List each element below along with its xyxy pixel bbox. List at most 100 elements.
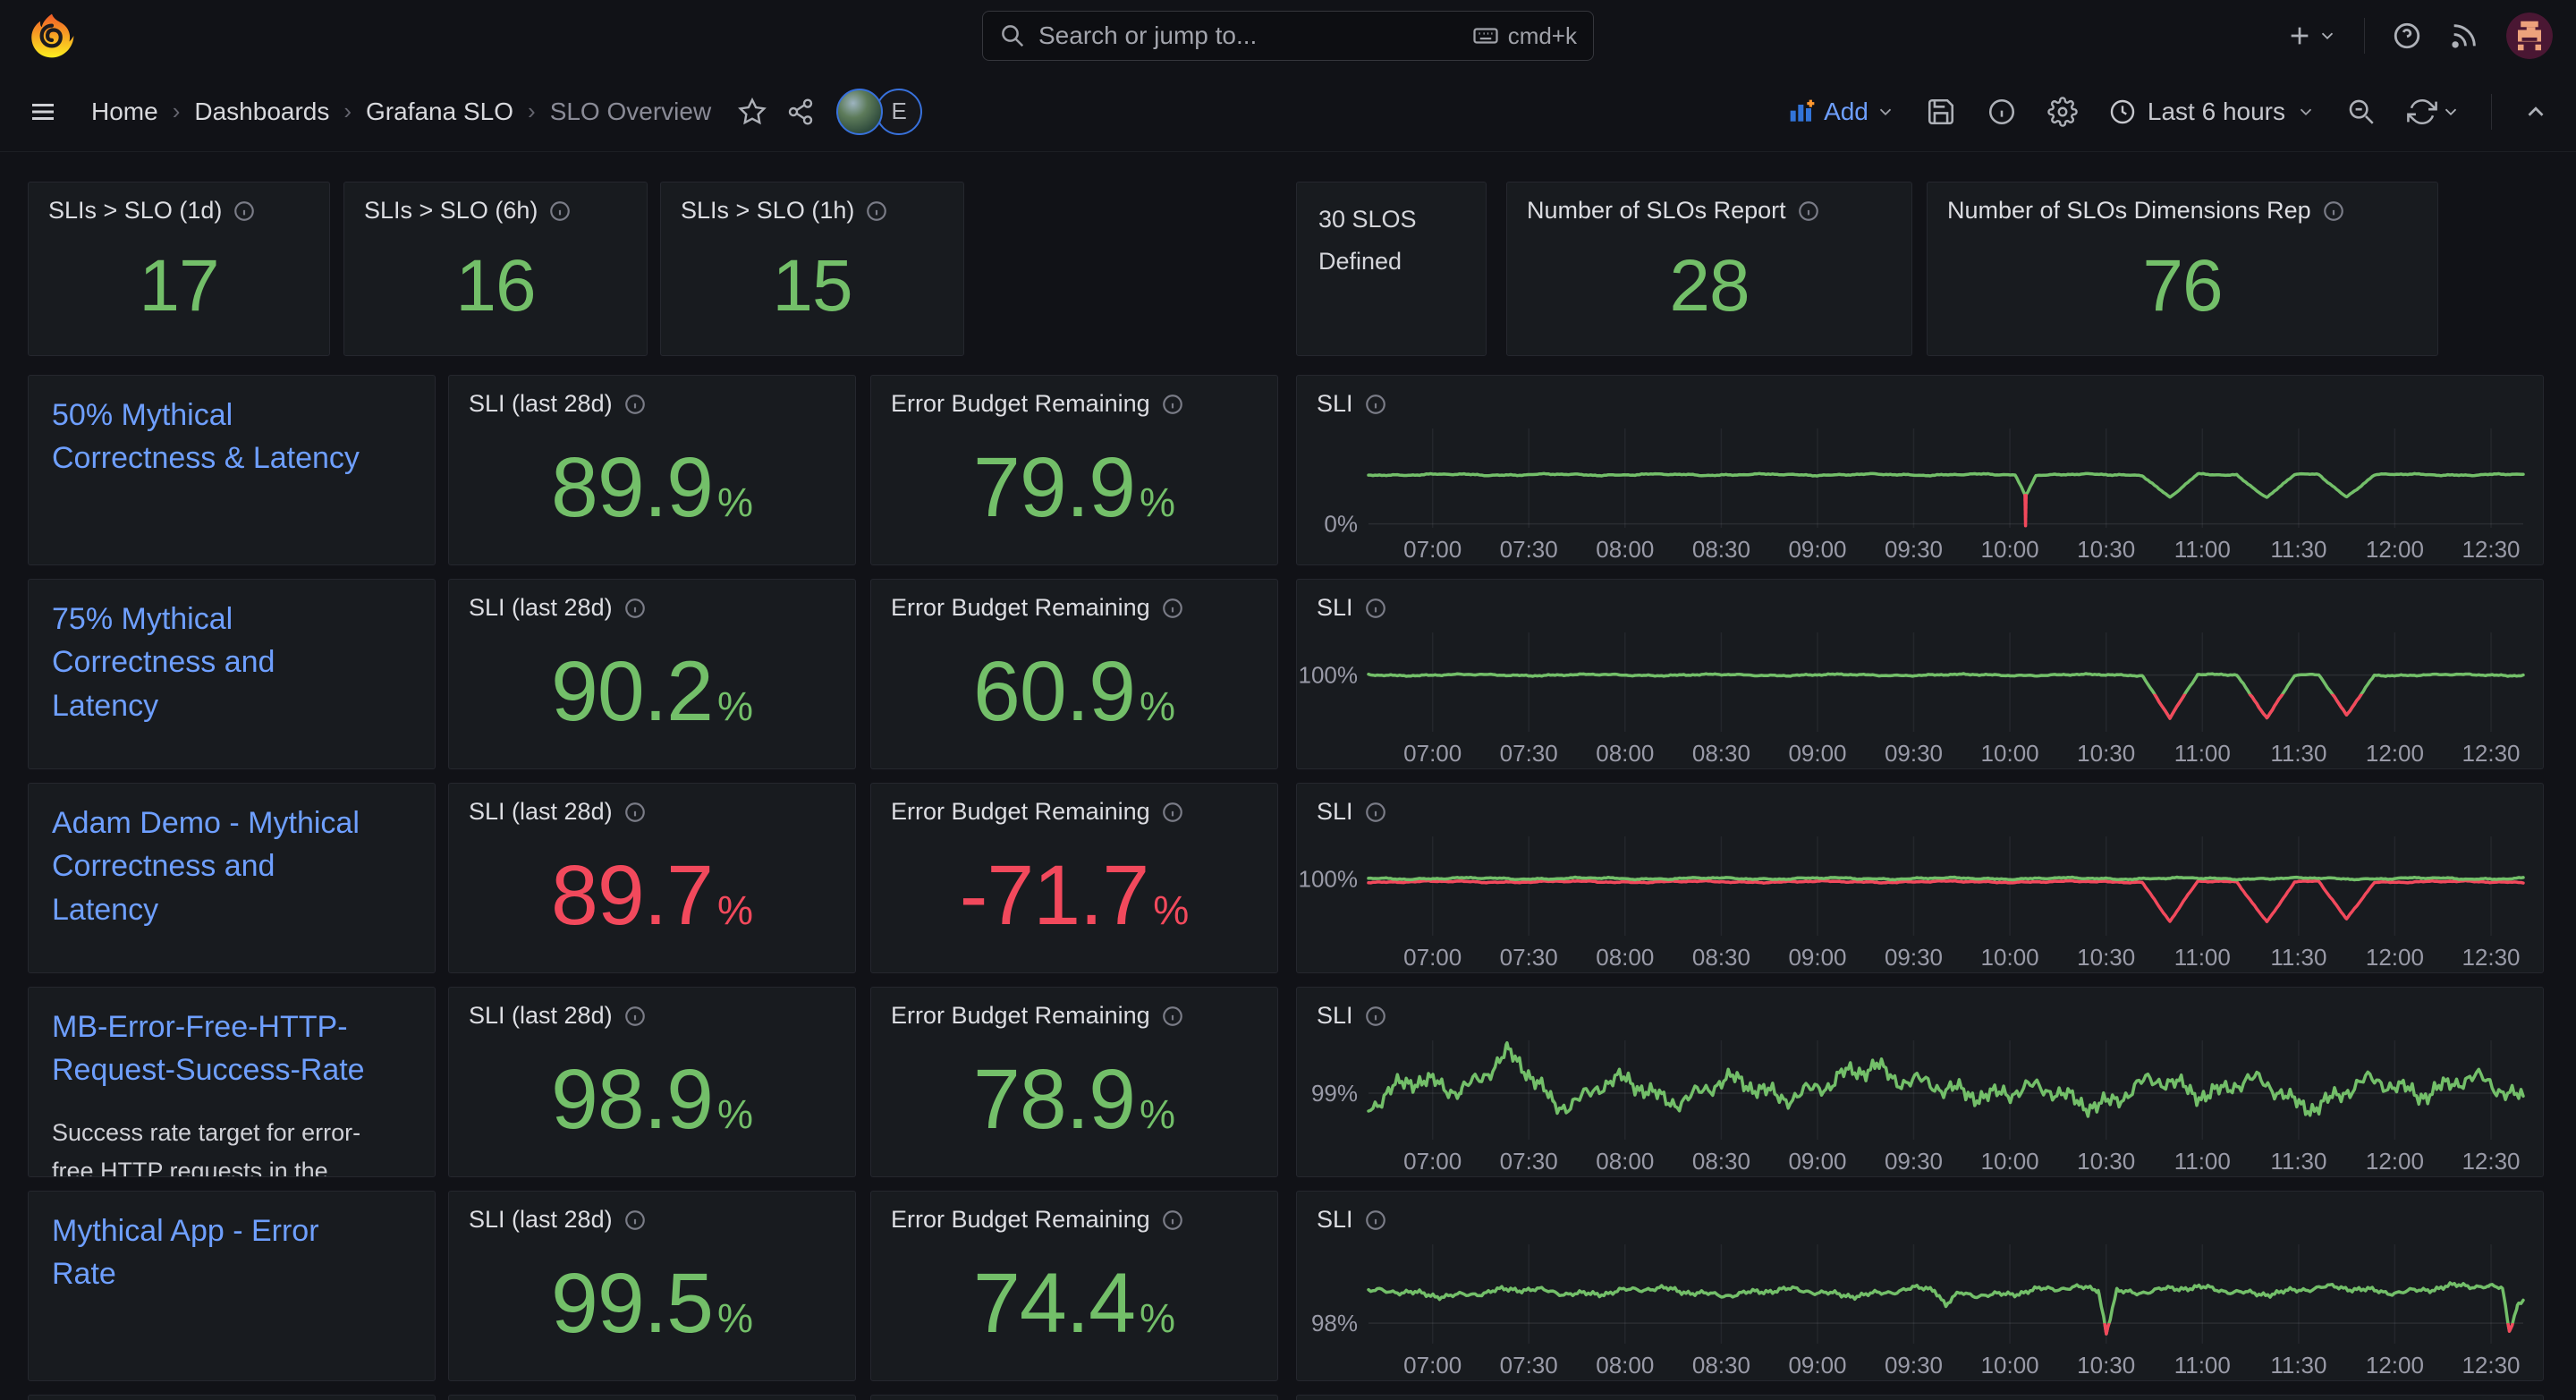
info-icon[interactable] — [1364, 597, 1387, 620]
info-icon[interactable] — [233, 199, 256, 223]
chevron-down-icon — [1879, 108, 1892, 115]
new-button[interactable] — [2285, 21, 2337, 50]
series-line-sli-burn — [1367, 878, 2525, 924]
y-tick-label: 0% — [1324, 511, 1358, 538]
time-range-picker[interactable]: Last 6 hours — [2108, 98, 2316, 126]
panel-title: Error Budget Remaining — [891, 594, 1150, 621]
stat-panel: SLIs > SLO (1h) 15 — [660, 182, 964, 356]
news-button[interactable] — [2449, 21, 2479, 51]
x-tick-label: 08:30 — [1692, 1148, 1750, 1175]
profile-avatar[interactable] — [2506, 13, 2553, 59]
viewer-avatar-photo[interactable] — [836, 88, 884, 135]
series-line-sli-breach — [2023, 493, 2028, 528]
help-button[interactable] — [2392, 21, 2422, 51]
add-panel-button[interactable]: Add — [1788, 98, 1895, 126]
menu-toggle[interactable] — [27, 96, 59, 128]
info-icon[interactable] — [1161, 393, 1184, 416]
info-icon[interactable] — [623, 1209, 647, 1232]
info-icon[interactable] — [1364, 393, 1387, 416]
sli-chart[interactable]: 07:00 07:30 08:00 08:30 09:00 09:30 10:00 10:30… — [1297, 423, 2543, 564]
favorite-button[interactable] — [738, 97, 767, 126]
x-tick-label: 07:00 — [1403, 1352, 1462, 1379]
info-icon[interactable] — [1161, 801, 1184, 824]
stat-panel: SLIs > SLO (1d) 17 — [28, 182, 330, 356]
sli-chart[interactable]: 07:00 07:30 08:00 08:30 09:00 09:30 10:00 10:30… — [1297, 1239, 2543, 1380]
collapse-chrome-button[interactable] — [2522, 98, 2549, 125]
breadcrumb-separator: › — [528, 98, 536, 124]
x-tick-label: 08:00 — [1596, 1148, 1654, 1175]
search-input[interactable]: Search or jump to... cmd+k — [982, 11, 1594, 61]
star-icon — [738, 97, 767, 124]
stat-unit: % — [716, 1090, 753, 1137]
info-icon[interactable] — [1364, 1005, 1387, 1028]
x-tick-label: 10:30 — [2077, 740, 2135, 767]
stat-panel: SLI (last 28d) 98.9% — [448, 987, 856, 1177]
breadcrumb-item[interactable]: Home — [91, 97, 158, 125]
zoom-out-button[interactable] — [2346, 97, 2377, 127]
info-icon[interactable] — [623, 801, 647, 824]
info-icon[interactable] — [2322, 199, 2345, 223]
slo-link[interactable]: Adam Demo - Mythical Correctness and Laten… — [52, 806, 360, 927]
x-tick-label: 12:30 — [2462, 536, 2520, 563]
x-tick-label: 07:00 — [1403, 1148, 1462, 1175]
sli-chart[interactable]: 07:00 07:30 08:00 08:30 09:00 09:30 10:00 10:30… — [1297, 831, 2543, 972]
panel-title: SLI (last 28d) — [469, 798, 613, 825]
panel-title: SLI — [1317, 1002, 1353, 1029]
x-tick-label: 09:00 — [1788, 1148, 1846, 1175]
viewer-avatar-initial[interactable]: E — [876, 88, 923, 135]
panel-title: SLI — [1317, 594, 1353, 621]
breadcrumb-separator: › — [343, 98, 352, 124]
x-tick-label: 12:00 — [2366, 536, 2424, 563]
info-icon[interactable] — [865, 199, 888, 223]
info-icon[interactable] — [1161, 1005, 1184, 1028]
sli-chart[interactable]: 07:00 07:30 08:00 08:30 09:00 09:30 10:00 10:30… — [1297, 1035, 2543, 1176]
slo-link[interactable]: Mythical App - Error Rate — [52, 1214, 319, 1292]
info-icon[interactable] — [623, 1005, 647, 1028]
clock-icon — [2110, 99, 2135, 123]
slo-link[interactable]: 50% Mythical Correctness & Latency — [52, 398, 360, 476]
sli-chart[interactable]: 07:00 07:30 08:00 08:30 09:00 09:30 10:00 10:30… — [1297, 627, 2543, 768]
dashboard-viewers: E — [836, 88, 923, 135]
stat-unit: % — [716, 1294, 753, 1341]
info-icon[interactable] — [548, 199, 572, 223]
info-icon[interactable] — [1364, 1209, 1387, 1232]
x-tick-label: 07:00 — [1403, 740, 1462, 767]
panel-title: SLI (last 28d) — [469, 594, 613, 621]
stat-value: 89.7% — [551, 847, 753, 943]
dashboard-toolbar: Home › Dashboards › Grafana SLO › SLO Overview… — [0, 72, 2576, 152]
grafana-logo[interactable] — [29, 13, 75, 59]
info-icon[interactable] — [623, 597, 647, 620]
x-tick-label: 12:00 — [2366, 740, 2424, 767]
dashboard-insights-button[interactable] — [1987, 97, 2017, 127]
stat-value: 79.9% — [973, 439, 1175, 535]
panel-title: SLIs > SLO (1d) — [48, 197, 223, 224]
save-dashboard-button[interactable] — [1926, 97, 1956, 127]
info-icon[interactable] — [1364, 801, 1387, 824]
dashboard-settings-button[interactable] — [2047, 96, 2078, 127]
slo-link[interactable]: 75% Mythical Correctness and Latency — [52, 602, 275, 723]
info-icon[interactable] — [623, 393, 647, 416]
stat-unit: % — [716, 479, 753, 525]
x-tick-label: 09:30 — [1885, 1148, 1943, 1175]
panel-title: SLI (last 28d) — [469, 1002, 613, 1029]
slo-link[interactable]: MB-Error-Free-HTTP- Request-Success-Rate — [52, 1010, 365, 1088]
x-tick-label: 11:00 — [2174, 1352, 2231, 1379]
refresh-icon — [2407, 98, 2437, 124]
share-button[interactable] — [786, 98, 815, 126]
breadcrumb-item[interactable]: Dashboards — [194, 97, 330, 125]
stat-unit: % — [1139, 1294, 1175, 1341]
x-tick-label: 10:30 — [2077, 536, 2135, 563]
info-icon[interactable] — [1161, 1209, 1184, 1232]
breadcrumb-item[interactable]: Grafana SLO — [366, 97, 514, 125]
refresh-button[interactable] — [2407, 97, 2461, 127]
x-tick-label: 12:30 — [2462, 1148, 2520, 1175]
x-tick-label: 08:00 — [1596, 740, 1654, 767]
search-placeholder: Search or jump to... — [1038, 21, 1258, 49]
info-icon[interactable] — [1161, 597, 1184, 620]
breadcrumb-item[interactable]: SLO Overview — [549, 97, 712, 125]
panel-title: Error Budget Remaining — [891, 390, 1150, 417]
x-tick-label: 11:00 — [2174, 536, 2231, 563]
sli-chart-panel: SLI 07:00 07:30 08:00 08:30 09:00 09:30 10:00 10… — [1296, 1191, 2544, 1381]
x-tick-label: 12:30 — [2462, 1352, 2520, 1379]
info-icon[interactable] — [1797, 199, 1820, 223]
